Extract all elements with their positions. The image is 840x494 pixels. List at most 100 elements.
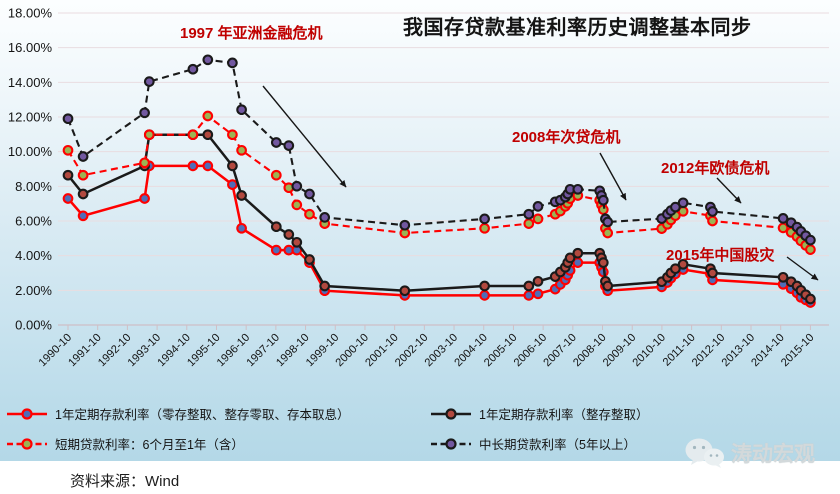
data-point: [187, 160, 199, 172]
data-point: [479, 280, 490, 292]
legend-line-sample-icon: [431, 437, 471, 450]
data-point: [236, 104, 247, 116]
data-point: [805, 293, 816, 305]
x-axis-tick-label: 2010-10: [631, 332, 669, 370]
data-point: [270, 221, 282, 233]
data-point: [202, 54, 214, 66]
annotation-2008-subprime-crisis: 2008年次贷危机: [512, 129, 621, 146]
data-point: [479, 222, 490, 234]
data-point: [572, 183, 584, 195]
data-point: [143, 129, 155, 141]
y-axis-tick-label: 12.00%: [8, 110, 53, 125]
legend-item-deposit-1y-installment: 1年定期存款利率（零存整取、整存零取、存本取息）: [6, 404, 349, 423]
data-point: [291, 180, 303, 192]
data-point: [202, 110, 214, 122]
annotation-1997-asian-financial-crisis: 1997 年亚洲金融危机: [180, 25, 323, 42]
legend-item-medium-long-term-loan: 中长期贷款利率（5年以上）: [430, 434, 636, 453]
data-point: [602, 216, 614, 228]
data-point: [319, 280, 331, 292]
data-point: [670, 263, 681, 275]
legend-item-deposit-1y-lump-sum: 1年定期存款利率（整存整取）: [430, 404, 648, 423]
watermark-text: 涛动宏观: [731, 443, 815, 466]
data-point: [532, 201, 544, 212]
y-axis-tick-label: 16.00%: [8, 40, 53, 55]
data-point: [805, 244, 816, 255]
data-point: [319, 212, 331, 223]
data-point: [677, 258, 689, 270]
data-point: [572, 247, 584, 259]
data-point: [62, 169, 74, 181]
legend-line-sample-icon: [7, 437, 47, 450]
data-point: [564, 252, 576, 264]
annotation-2015-china-stock-crash: 2015年中国股灾: [666, 247, 775, 264]
data-point: [707, 267, 718, 279]
data-point: [236, 144, 247, 156]
watermark: 涛动宏观: [684, 437, 815, 469]
rate-history-line-chart: 0.00% 2.00% 4.00% 6.00% 8.00% 10.00% 12.00% 14.…: [8, 6, 829, 370]
data-point: [602, 227, 614, 239]
data-point: [139, 193, 150, 204]
data-point: [202, 129, 214, 141]
data-point: [707, 206, 718, 217]
data-point: [202, 160, 214, 172]
annotation-arrow: [716, 177, 742, 204]
data-point: [523, 290, 535, 301]
data-point: [270, 137, 282, 148]
data-point: [227, 160, 238, 172]
legend-label: 1年定期存款利率（整存整取）: [479, 408, 649, 422]
data-point: [77, 210, 89, 222]
source-note: 资料来源：Wind: [70, 473, 180, 490]
legend-label: 中长期贷款利率（5年以上）: [479, 438, 636, 452]
data-point: [532, 213, 544, 225]
data-point: [291, 236, 303, 248]
data-point: [227, 57, 238, 69]
data-point: [283, 140, 295, 151]
annotation-arrow: [786, 256, 819, 281]
legend-label: 1年定期存款利率（零存整取、整存零取、存本取息）: [55, 408, 350, 422]
data-point: [304, 254, 315, 265]
y-axis-tick-label: 8.00%: [15, 179, 52, 194]
data-point: [479, 213, 490, 225]
series-line-3: [67, 58, 812, 241]
data-point: [597, 194, 609, 206]
y-axis-tick-label: 18.00%: [8, 6, 53, 21]
data-point: [805, 234, 816, 246]
x-axis-tick-label: 2015-10: [779, 332, 817, 370]
data-point: [227, 179, 238, 190]
data-point: [777, 213, 789, 224]
plot-background: [0, 0, 840, 461]
y-axis-tick-label: 10.00%: [8, 144, 53, 159]
data-point: [602, 280, 614, 292]
data-point: [143, 76, 155, 87]
y-axis-tick-label: 2.00%: [15, 283, 52, 298]
data-point: [777, 271, 789, 283]
data-point: [399, 285, 411, 297]
data-point: [677, 197, 689, 209]
data-point: [532, 288, 544, 300]
data-point: [236, 190, 247, 201]
data-point: [270, 169, 282, 181]
data-point: [399, 219, 411, 231]
data-point: [523, 280, 535, 292]
data-point: [77, 169, 89, 181]
data-point: [479, 290, 490, 301]
data-point: [187, 129, 199, 141]
data-point: [291, 199, 303, 211]
data-point: [62, 193, 74, 204]
data-point: [77, 151, 89, 162]
data-point: [304, 208, 315, 220]
legend-item-short-term-loan: 短期贷款利率：6个月至1年（含）: [6, 434, 244, 453]
data-point: [523, 208, 535, 220]
y-axis-tick-label: 4.00%: [15, 248, 52, 263]
data-point: [707, 215, 718, 227]
y-axis-tick-label: 6.00%: [15, 214, 52, 229]
annotation-arrow: [262, 85, 347, 188]
legend-line-sample-icon: [7, 407, 47, 420]
data-point: [236, 222, 247, 234]
data-point: [597, 257, 609, 268]
data-point: [523, 218, 535, 229]
legend-label: 短期贷款利率：6个月至1年（含）: [55, 438, 244, 452]
data-point: [270, 244, 282, 256]
data-point: [670, 201, 681, 213]
